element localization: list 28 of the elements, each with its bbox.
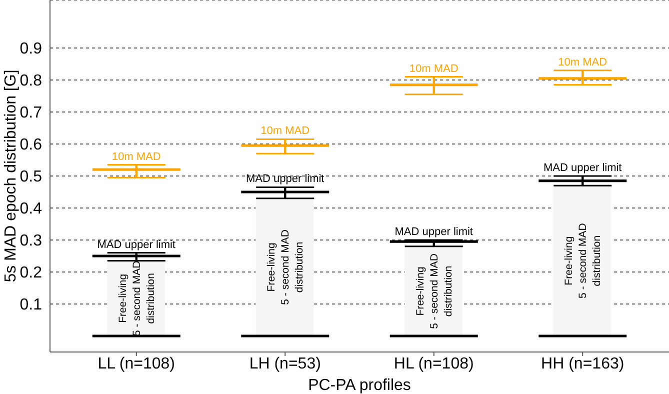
text: Free-living 5 - second MAD distribution xyxy=(414,254,454,329)
y-tick-label: 0.9 xyxy=(20,40,42,58)
x-tick-label: LH (n=53) xyxy=(249,355,321,372)
x-tick-label: LL (n=108) xyxy=(98,355,175,372)
y-tick-label: 0.3 xyxy=(20,232,42,250)
text: Free-living 5 - second MAD distribution xyxy=(563,223,604,298)
series-label: 10m MAD xyxy=(112,150,161,163)
text: MAD upper limit xyxy=(246,173,324,186)
bar xyxy=(553,186,612,336)
y-tick-label: 0.7 xyxy=(20,104,42,122)
y-tick-label: 0.8 xyxy=(20,72,42,90)
text: 10m MAD xyxy=(260,125,310,138)
y-tick-label: 0.4 xyxy=(20,200,42,218)
x-tick-label: HL (n=108) xyxy=(394,355,474,372)
text: Free-living 5 - second MAD distribution xyxy=(266,230,306,305)
y-tick-label: 0.5 xyxy=(20,168,42,186)
y-axis-title: 5s MAD epoch distribution [G] xyxy=(2,70,20,282)
text: MAD upper limit xyxy=(97,238,176,251)
series-label: MAD upper limit xyxy=(394,226,473,238)
y-tick-label: 0.1 xyxy=(20,296,42,314)
text: 10m MAD xyxy=(409,62,458,75)
bar xyxy=(256,198,314,336)
x-tick-label: HH (n=163) xyxy=(541,355,624,372)
text: MAD upper limit xyxy=(544,162,622,174)
y-tick-label: 0.2 xyxy=(20,264,42,282)
text: 10m MAD xyxy=(558,56,608,68)
y-tick-label: 0.6 xyxy=(20,136,42,154)
x-axis-title: PC-PA profiles xyxy=(308,377,411,394)
